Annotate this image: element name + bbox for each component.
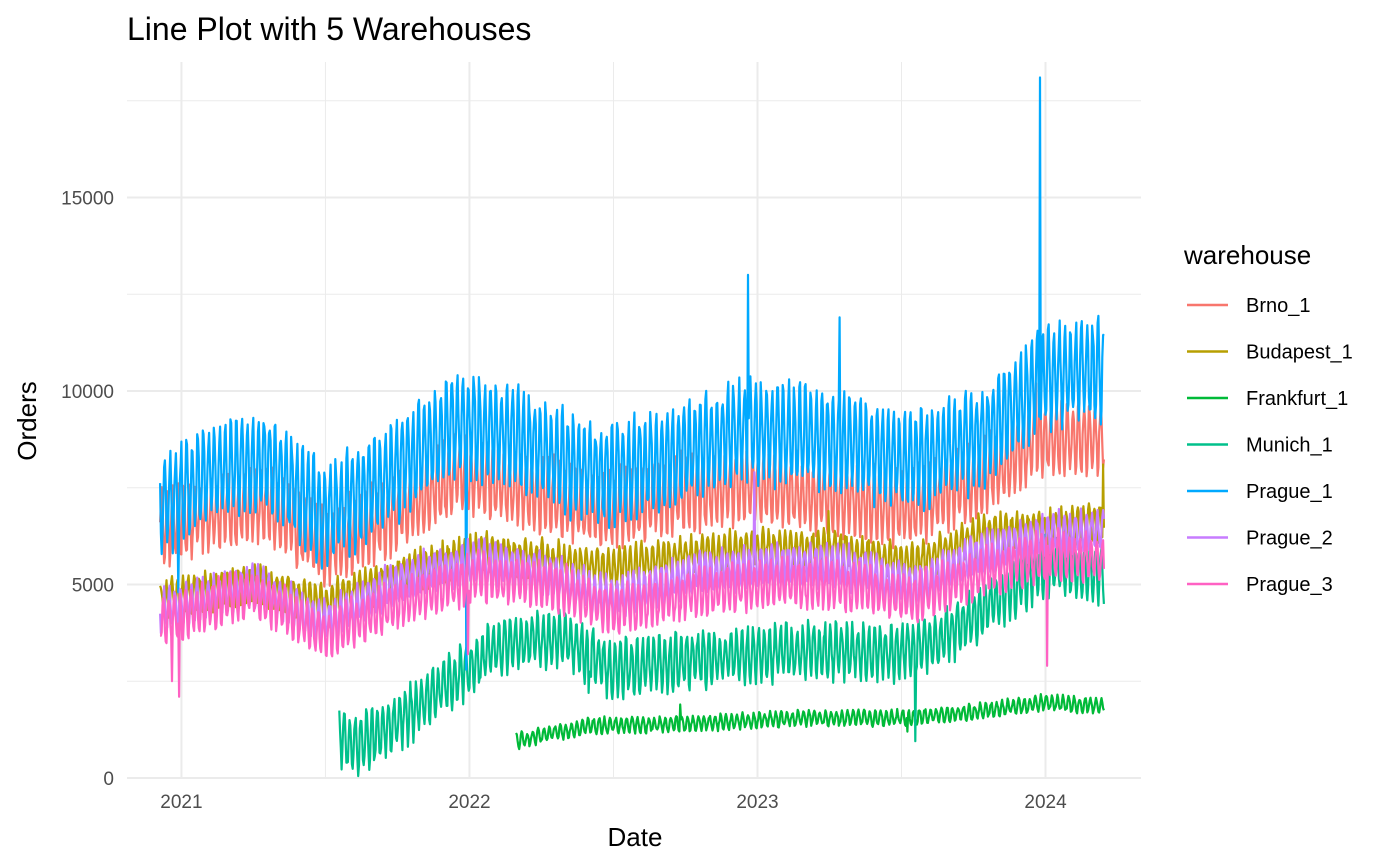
series-line-frankfurt-1: [515, 693, 1105, 751]
legend-label: Brno_1: [1246, 295, 1311, 317]
legend: warehouse Brno_1 Budapest_1 Frankfurt_1 Mun…: [1183, 240, 1353, 596]
legend-item: Prague_1: [1187, 481, 1333, 503]
y-axis-ticks: 0 5000 10000 15000: [61, 188, 114, 790]
x-tick-label: 2023: [736, 792, 778, 813]
legend-item: Prague_3: [1187, 574, 1333, 596]
series-line-prague-1: [159, 76, 1105, 671]
series-line-prague-3: [159, 527, 1105, 698]
legend-item: Budapest_1: [1187, 342, 1353, 364]
legend-label: Prague_2: [1246, 528, 1333, 550]
y-tick-label: 10000: [61, 382, 114, 403]
x-tick-label: 2022: [448, 792, 490, 813]
x-axis-title: Date: [608, 822, 663, 852]
x-tick-label: 2021: [160, 792, 202, 813]
chart-title: Line Plot with 5 Warehouses: [127, 11, 531, 47]
legend-item: Brno_1: [1187, 295, 1311, 317]
legend-title: warehouse: [1183, 240, 1311, 270]
y-tick-label: 15000: [61, 188, 114, 209]
x-tick-label: 2024: [1024, 792, 1067, 813]
y-axis-title: Orders: [12, 381, 42, 460]
legend-item: Prague_2: [1187, 528, 1333, 550]
legend-label: Budapest_1: [1246, 342, 1353, 364]
x-axis-ticks: 2021 2022 2023 2024: [160, 792, 1067, 813]
legend-item: Munich_1: [1187, 435, 1333, 457]
y-tick-label: 0: [103, 769, 114, 790]
series-lines: [159, 76, 1105, 778]
legend-item: Frankfurt_1: [1187, 388, 1348, 410]
legend-label: Prague_3: [1246, 574, 1333, 596]
y-tick-label: 5000: [72, 575, 114, 596]
legend-label: Prague_1: [1246, 481, 1333, 503]
legend-label: Munich_1: [1246, 435, 1333, 457]
legend-label: Frankfurt_1: [1246, 388, 1348, 410]
